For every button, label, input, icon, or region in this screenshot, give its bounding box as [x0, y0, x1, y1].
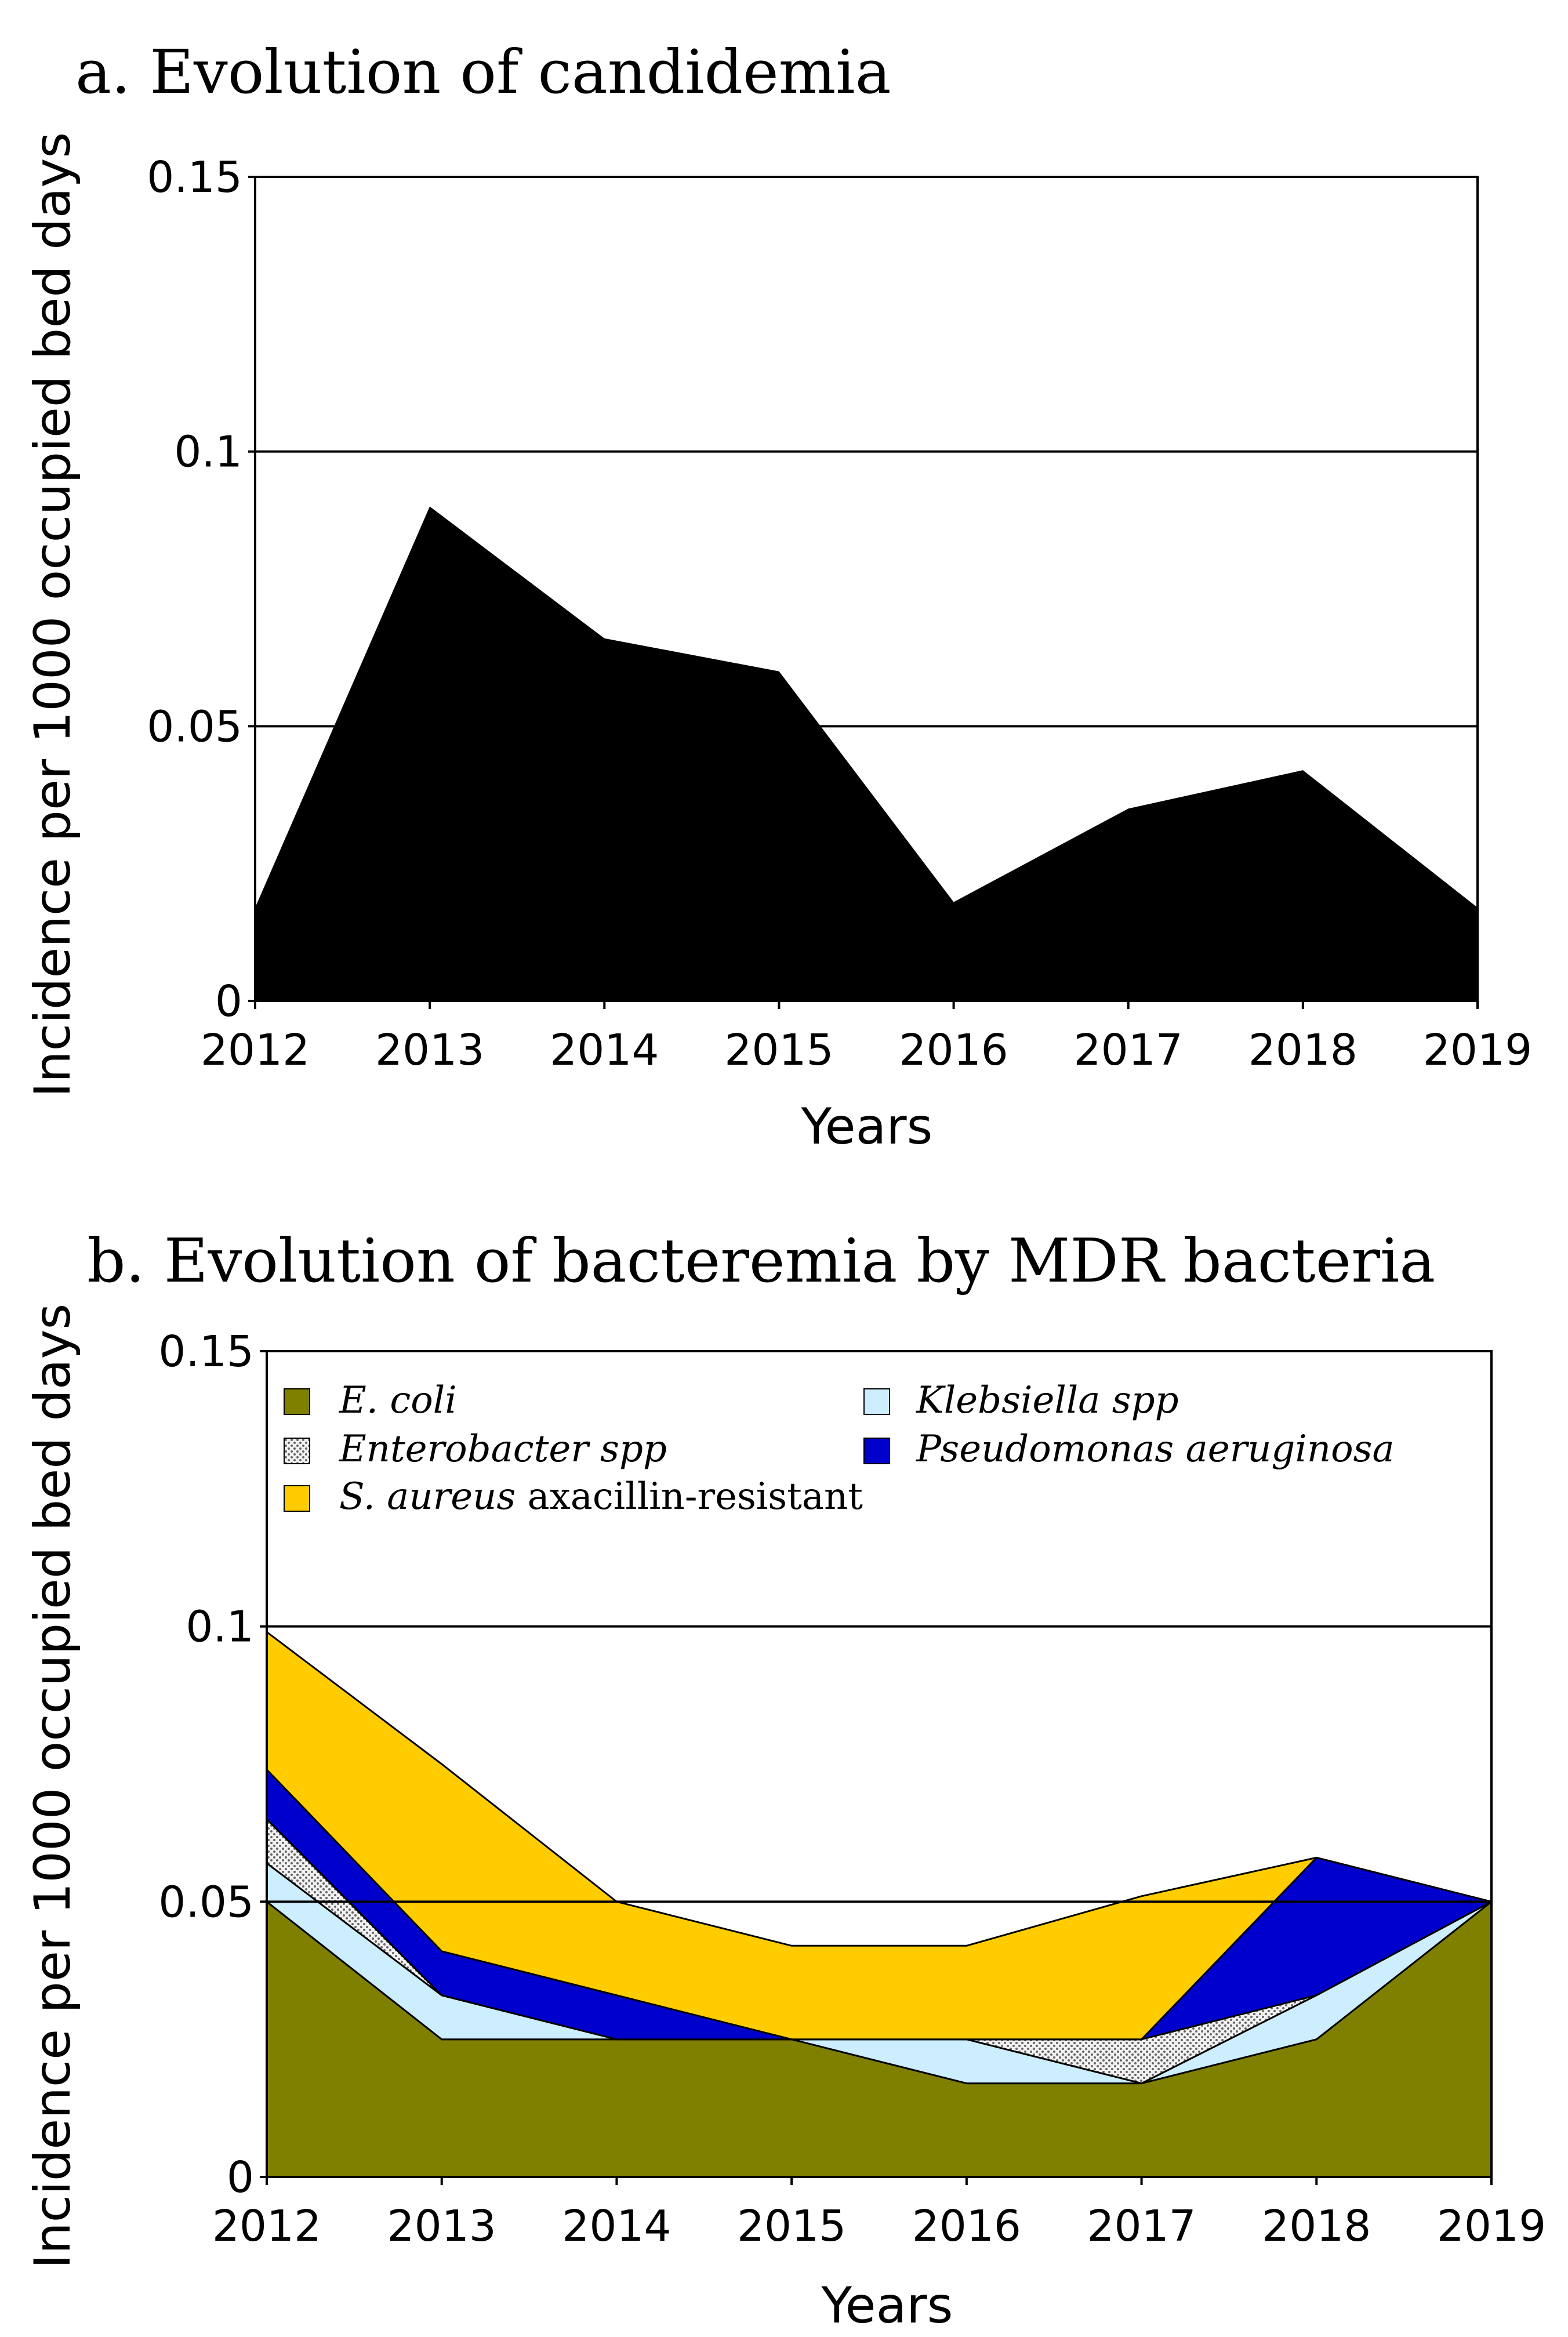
svg-text:E. coli: E. coli: [339, 1379, 457, 1422]
chart-a-xlabel: Years: [801, 1098, 933, 1156]
legend-swatch-saureus: [284, 1485, 310, 1512]
svg-text:Enterobacter spp: Enterobacter spp: [339, 1428, 667, 1471]
svg-text:Klebsiella spp: Klebsiella spp: [916, 1379, 1179, 1422]
x-tick-label-2012: 2012: [201, 1025, 310, 1075]
chart-a-title: a. Evolution of candidemia: [75, 37, 891, 107]
plot-frame: [254, 176, 1479, 1002]
x-tick-label-2016: 2016: [899, 1025, 1008, 1075]
legend-label-enterobacter: Enterobacter spp: [339, 1428, 667, 1471]
mdr-frame: [266, 1350, 1493, 2178]
y-tick-label-0.15: 0.15: [147, 153, 242, 202]
legend-swatch-ecoli: [284, 1388, 310, 1415]
x-tick-label-2019: 2019: [1423, 1025, 1532, 1075]
x-tick-label-2017: 2017: [1087, 2201, 1196, 2251]
x-tick-label-2015: 2015: [737, 2201, 846, 2251]
y-tick-label-0.1: 0.1: [186, 1602, 254, 1652]
legend-item-ecoli: E. coli: [284, 1379, 457, 1422]
mdr-bacteremia-chart: b. Evolution of bacteremia by MDR bacter…: [24, 1225, 1546, 2335]
y-tick-label-0: 0: [215, 977, 242, 1026]
x-tick-label-2018: 2018: [1248, 1025, 1358, 1075]
area-series-s-aureus-axacillin-resistant: [266, 1631, 1493, 2041]
x-tick-label-2013: 2013: [387, 2201, 496, 2251]
legend-item-pseudomonas: Pseudomonas aeruginosa: [863, 1428, 1395, 1471]
x-tick-label-2016: 2016: [912, 2201, 1021, 2251]
x-tick-label-2013: 2013: [375, 1025, 484, 1075]
legend-label-saureus: S. aureus: [339, 1475, 516, 1518]
legend-swatch-pseudomonas: [863, 1438, 890, 1464]
candidemia-frame: [254, 176, 1479, 1002]
legend-label-ecoli: E. coli: [339, 1379, 457, 1422]
y-tick-label-0.15: 0.15: [158, 1327, 254, 1377]
legend-swatch-enterobacter: [284, 1438, 310, 1464]
chart-b-xlabel: Years: [821, 2277, 953, 2335]
y-tick-label-0.1: 0.1: [174, 427, 242, 477]
legend-item-klebsiella: Klebsiella spp: [863, 1379, 1179, 1422]
x-tick-label-2014: 2014: [550, 1025, 659, 1075]
x-tick-label-2015: 2015: [724, 1025, 833, 1075]
legend-label-saureus-rest: axacillin-resistant: [516, 1475, 863, 1518]
x-tick-label-2017: 2017: [1074, 1025, 1183, 1075]
chart-b-title: b. Evolution of bacteremia by MDR bacter…: [87, 1225, 1435, 1296]
plot-frame: [266, 1350, 1493, 2178]
legend-label-pseudomonas: Pseudomonas aeruginosa: [916, 1428, 1395, 1471]
candidemia-gridlines: [255, 450, 1478, 728]
x-tick-label-2012: 2012: [212, 2201, 321, 2251]
y-tick-label-0.05: 0.05: [147, 702, 242, 752]
svg-text:Pseudomonas aeruginosa: Pseudomonas aeruginosa: [916, 1428, 1395, 1471]
y-tick-label-0: 0: [227, 2153, 254, 2202]
candidemia-x-ticks: 2012 2013 2014 2015 2016 2017 2018 2019: [201, 1001, 1532, 1075]
svg-text:S. aureus axacillin-resistant: S. aureus axacillin-resistant: [339, 1475, 863, 1518]
area-series-candidemia: [255, 506, 1478, 1001]
candidemia-area-layer: [255, 506, 1478, 1001]
x-tick-label-2018: 2018: [1262, 2201, 1371, 2251]
candidemia-y-ticks: 0 0.05 0.1 0.15: [147, 153, 255, 1026]
legend-swatch-klebsiella: [863, 1388, 890, 1415]
chart-b-ylabel: Incidence per 1000 occupied bed days: [24, 1304, 82, 2269]
x-tick-label-2019: 2019: [1437, 2201, 1546, 2251]
y-tick-label-0.05: 0.05: [158, 1877, 254, 1927]
legend-label-klebsiella: Klebsiella spp: [916, 1379, 1179, 1422]
candidemia-chart: a. Evolution of candidemia 00.050.10.15 …: [24, 37, 1532, 1156]
mdr-gridlines: [267, 1625, 1491, 1903]
mdr-x-ticks: 2012 2013 2014 2015 2016 2017 2018 2019: [212, 2177, 1546, 2251]
mdr-area-layer: [266, 1631, 1493, 2178]
chart-a-ylabel: Incidence per 1000 occupied bed days: [24, 132, 82, 1097]
mdr-y-ticks: 0 0.05 0.1 0.15: [158, 1327, 267, 2202]
legend-item-saureus: S. aureus axacillin-resistant: [284, 1475, 863, 1518]
x-tick-label-2014: 2014: [562, 2201, 671, 2251]
mdr-legend: E. coli Klebsiella spp Enterobacter spp …: [284, 1379, 1395, 1518]
legend-item-enterobacter: Enterobacter spp: [284, 1428, 667, 1471]
